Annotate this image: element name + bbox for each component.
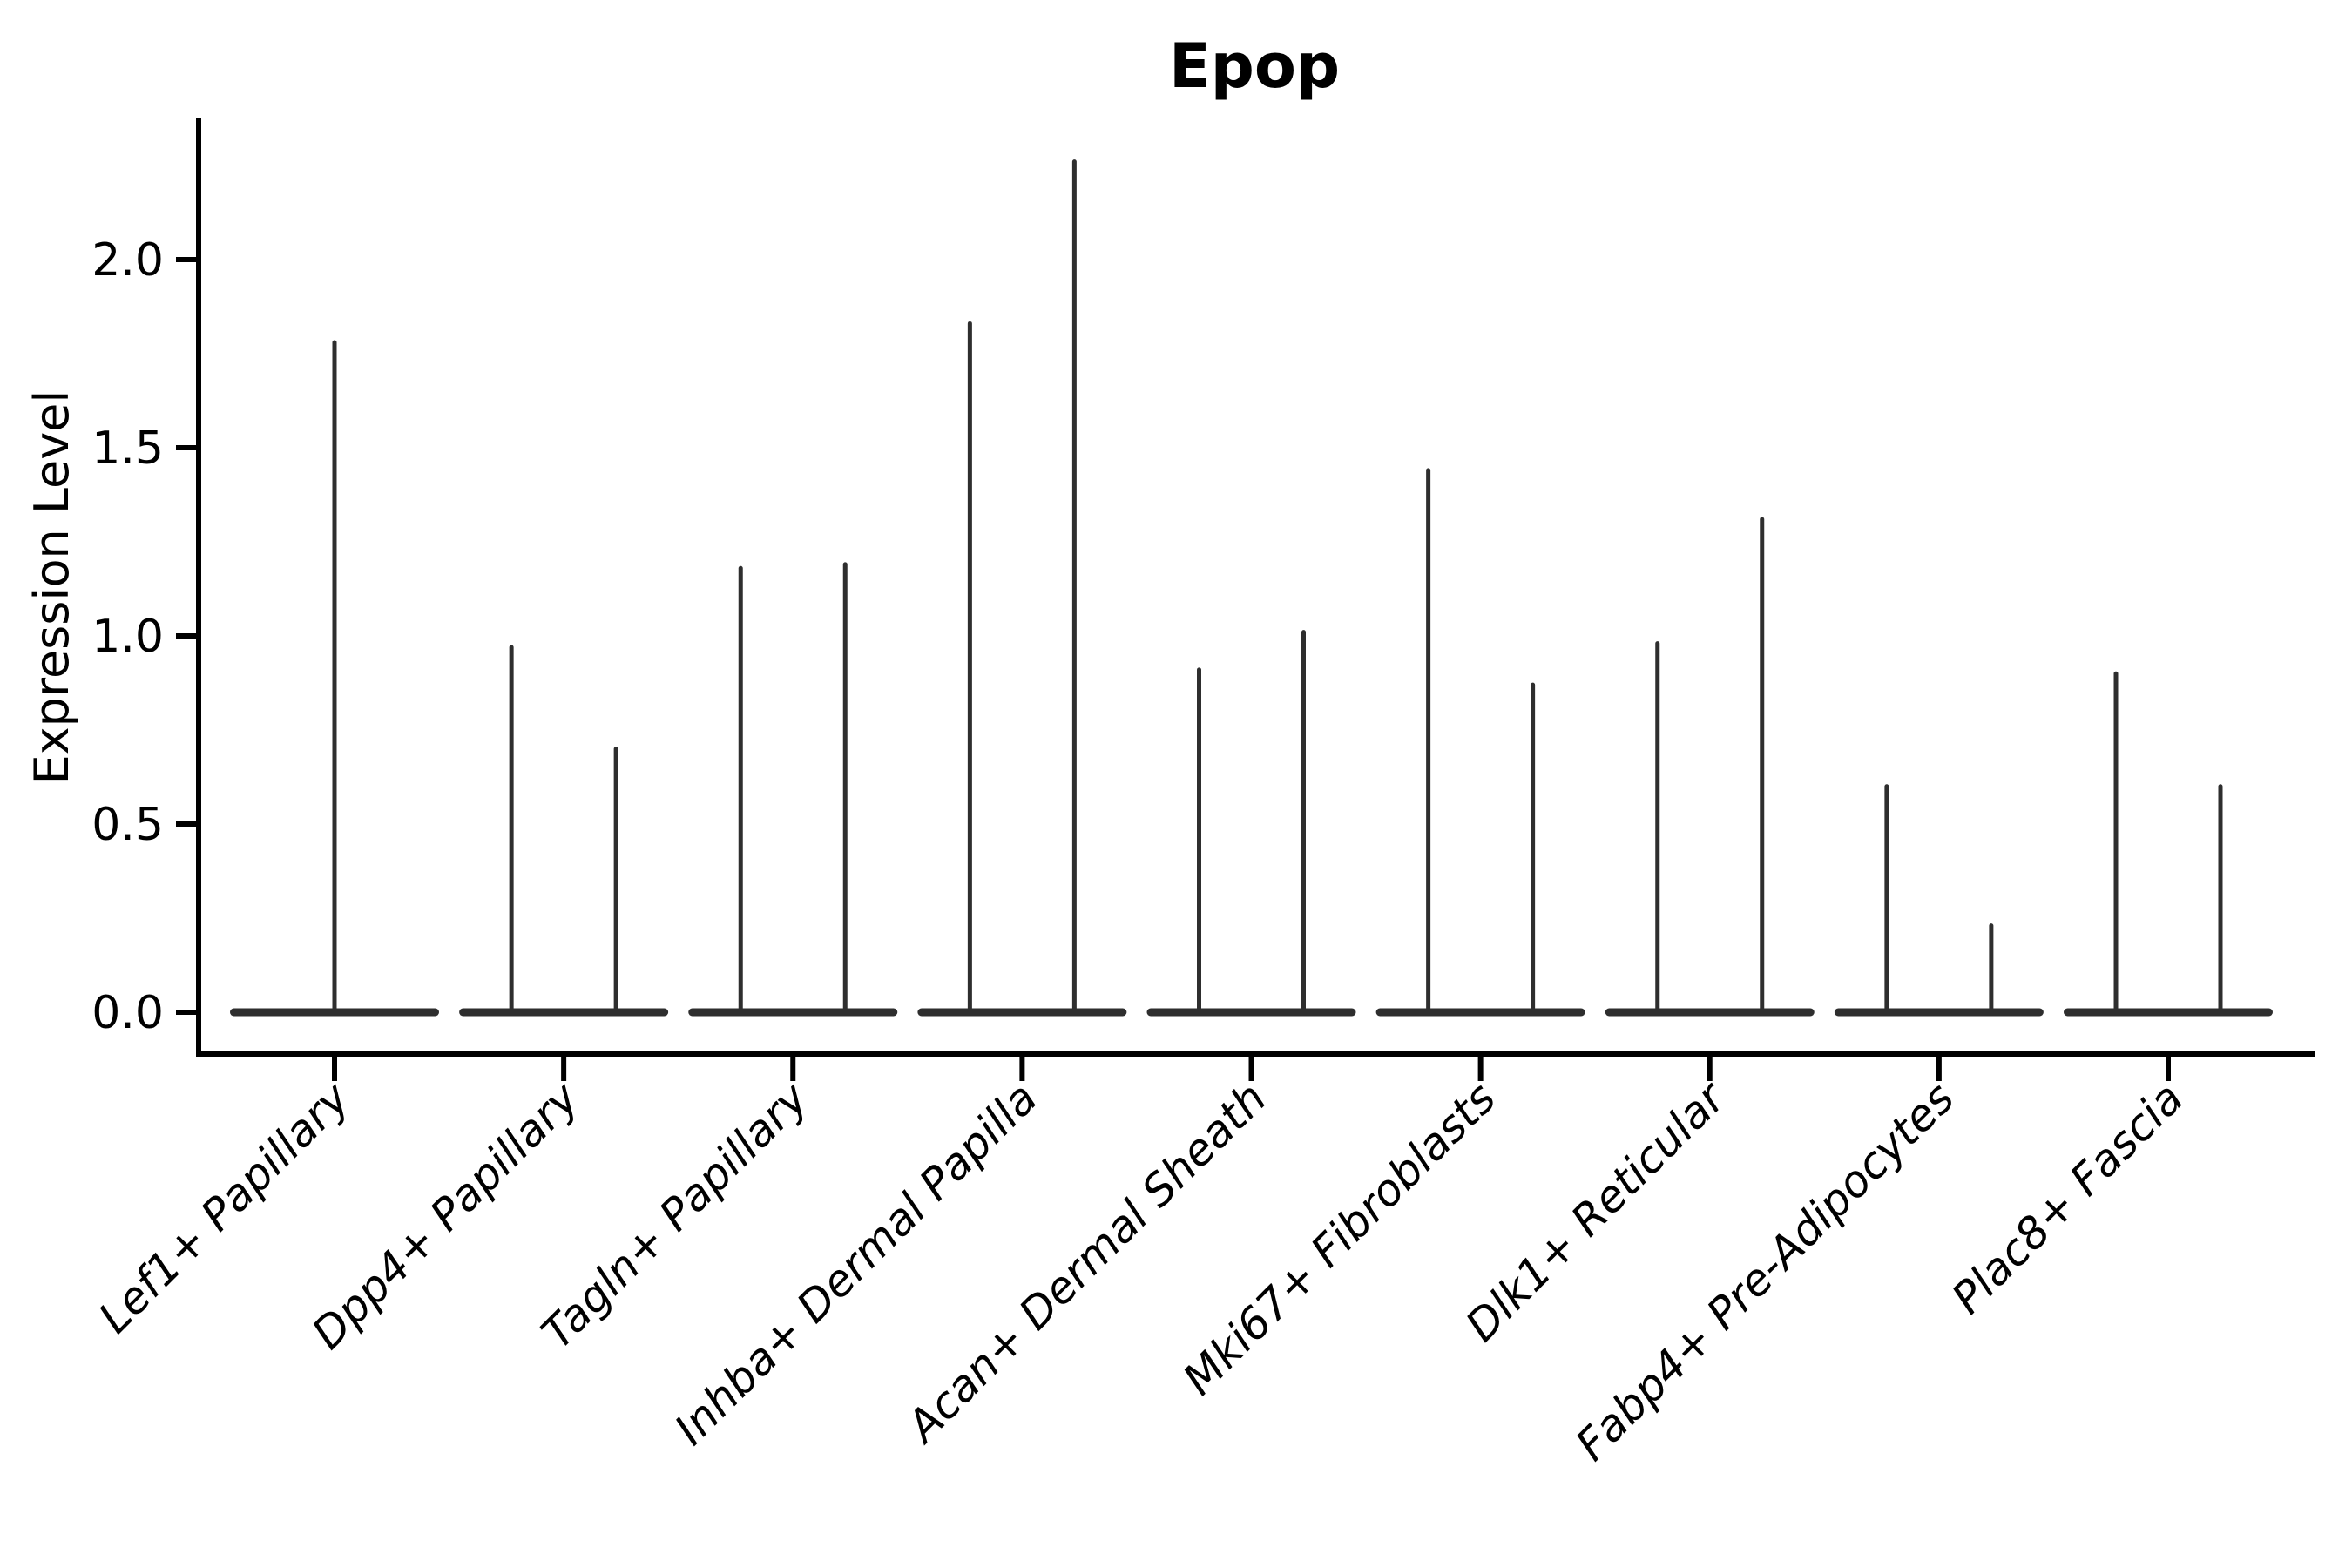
x-tick [561,1057,567,1081]
violin [1834,784,2044,1017]
violin-base [1375,1008,1585,1017]
x-axis-label: Fabp4+ Pre-Adipocytes [1566,1072,1964,1470]
violin [1375,468,1585,1017]
violin-base [688,1008,898,1017]
y-axis-title: Expression Level [24,390,79,785]
y-tick-label: 1.5 [91,422,164,475]
y-tick-label: 0.5 [91,799,164,851]
violin [459,645,669,1017]
y-tick-label: 0.0 [91,987,164,1039]
violin [2064,671,2273,1017]
x-tick [1248,1057,1254,1081]
x-tick [332,1057,337,1081]
y-tick [176,445,199,450]
x-axis-spine [196,1051,2315,1057]
axes: 0.0 0.5 1.0 1.5 2.0 [91,118,2315,1081]
x-tick [1019,1057,1025,1081]
y-tick [176,821,199,827]
violin [1605,517,1815,1017]
x-tick [1477,1057,1484,1081]
x-axis-label: Inhba+ Dermal Papilla [665,1072,1046,1454]
violin [230,340,439,1017]
y-tick [176,1010,199,1015]
y-tick [176,257,199,262]
x-tick [790,1057,796,1081]
x-tick [1936,1057,1942,1081]
violin-base [1834,1008,2044,1017]
violin-base [2064,1008,2273,1017]
violin [688,562,898,1017]
x-axis-label: Acan+ Dermal Sheath [896,1072,1276,1453]
violin [917,159,1127,1017]
x-axis-label: Plac8+ Fascia [1943,1072,2193,1323]
y-tick-label: 2.0 [91,234,164,287]
violin-base [917,1008,1127,1017]
x-tick [1707,1057,1713,1081]
x-tick [2166,1057,2171,1081]
y-tick [176,633,199,639]
violins-layer [230,159,2273,1017]
violin-base [1146,1008,1356,1017]
y-axis-spine [196,118,201,1057]
y-tick-label: 1.0 [91,611,164,663]
violin-base [459,1008,669,1017]
violin-base [1605,1008,1815,1017]
chart-title: Epop [1169,30,1340,102]
violin [1146,630,1356,1017]
x-axis-label: Lef1+ Papillary [89,1071,360,1342]
